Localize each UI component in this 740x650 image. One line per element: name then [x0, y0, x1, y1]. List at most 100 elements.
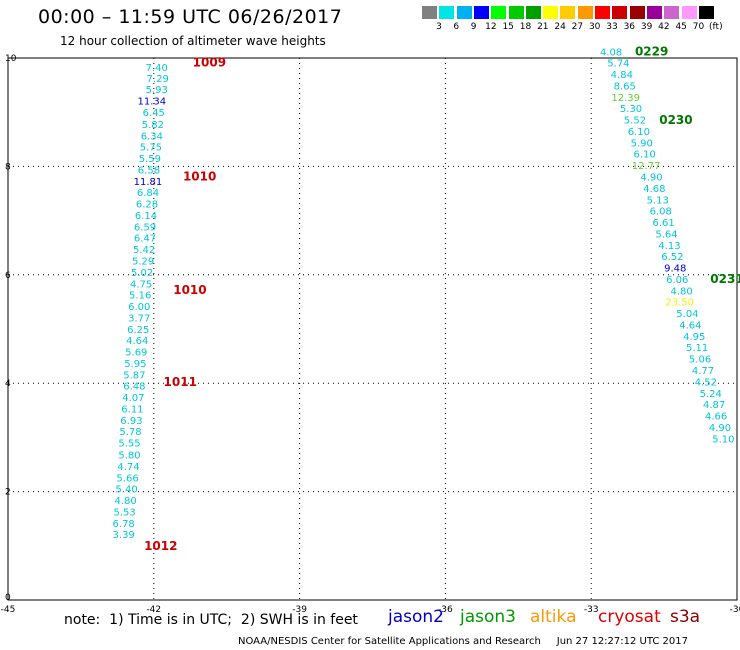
- wave-height-value: 4.07: [122, 393, 144, 404]
- wave-height-value: 4.64: [679, 320, 701, 331]
- wave-height-value: 6.93: [120, 416, 142, 427]
- wave-height-value: 5.16: [129, 291, 151, 302]
- observations-layer: 7.407.295.9311.346.455.826.345.755.596.5…: [113, 47, 735, 541]
- color-scale-label: 21: [537, 22, 549, 32]
- wave-height-value: 7.29: [147, 74, 169, 85]
- wave-height-value: 12.77: [632, 161, 661, 172]
- wave-height-value: 5.80: [118, 451, 140, 462]
- wave-height-value: 6.00: [128, 302, 150, 313]
- color-scale-swatch: [646, 6, 662, 19]
- wave-height-value: 23.50: [665, 298, 694, 309]
- footer-credit: NOAA/NESDIS Center for Satellite Applica…: [238, 636, 688, 647]
- color-scale-swatch: [577, 6, 593, 19]
- color-scale-swatch: [508, 6, 524, 19]
- satellite-legend-item: jason3: [460, 607, 516, 627]
- wave-height-value: 4.13: [658, 241, 680, 252]
- wave-height-value: 5.11: [686, 343, 708, 354]
- wave-height-value: 4.77: [692, 366, 714, 377]
- wave-height-value: 5.52: [624, 116, 646, 127]
- wave-height-value: 6.84: [137, 188, 159, 199]
- wave-height-value: 5.59: [139, 154, 161, 165]
- color-scale-label: 70: [692, 22, 705, 32]
- wave-height-value: 5.74: [607, 59, 629, 70]
- wave-height-value: 6.25: [127, 325, 149, 336]
- color-scale-label: 3: [436, 22, 442, 32]
- color-scale-swatch: [664, 6, 680, 19]
- map-subtitle: 12 hour collection of altimeter wave hei…: [60, 34, 326, 48]
- wave-height-value: 6.11: [121, 404, 143, 415]
- longitude-tick-label: -39: [292, 605, 307, 615]
- wave-height-value: 5.95: [124, 359, 146, 370]
- color-scale-label: 45: [675, 22, 687, 32]
- footer-note: note: 1) Time is in UTC; 2) SWH is in fe…: [64, 612, 358, 628]
- wave-height-value: 4.68: [643, 184, 665, 195]
- wave-height-value: 6.45: [143, 108, 165, 119]
- color-scale-label: 24: [554, 22, 566, 32]
- wave-height-value: 5.24: [700, 389, 722, 400]
- wave-height-value: 12.39: [611, 93, 640, 104]
- color-scale-swatch: [612, 6, 628, 19]
- color-scale-swatch: [698, 6, 714, 19]
- color-scale-label: 9: [470, 22, 477, 32]
- pass-time-label: 1009: [193, 56, 226, 70]
- wave-height-value: 5.10: [712, 434, 734, 445]
- wave-height-value: 5.53: [114, 507, 136, 518]
- wave-height-value: 5.04: [676, 309, 698, 320]
- wave-height-value: 6.08: [650, 207, 672, 218]
- latitude-tick-label: 2: [5, 488, 11, 498]
- wave-height-value: 5.40: [115, 485, 137, 496]
- wave-height-value: 6.48: [123, 382, 145, 393]
- wave-height-value: 5.87: [123, 370, 145, 381]
- wave-height-value: 5.82: [142, 120, 164, 131]
- wave-height-value: 5.69: [125, 348, 147, 359]
- latitude-tick-label: 10: [5, 54, 17, 64]
- color-scale-swatch: [543, 6, 559, 19]
- color-scale-label: 15: [502, 22, 514, 32]
- wave-height-value: 4.90: [709, 423, 731, 434]
- color-scale-swatch: [681, 6, 697, 19]
- latitude-tick-label: 6: [5, 271, 11, 281]
- color-scale-swatch: [439, 6, 455, 19]
- wave-height-value: 5.13: [647, 195, 669, 206]
- wave-height-value: 4.87: [703, 400, 725, 411]
- latitude-tick-label: 8: [5, 162, 11, 172]
- wave-height-value: 9.48: [664, 264, 686, 275]
- wave-height-value: 11.34: [138, 97, 167, 108]
- pass-time-label: 1010: [183, 169, 216, 183]
- wave-height-value: 4.95: [683, 332, 705, 343]
- pass-time-label: 0229: [635, 44, 668, 58]
- color-scale-swatch: [491, 6, 507, 19]
- pass-time-label: 0230: [659, 113, 692, 127]
- pass-time-label: 1010: [173, 283, 206, 297]
- wave-height-value: 4.08: [600, 47, 622, 58]
- wave-height-value: 6.28: [136, 200, 158, 211]
- color-scale-swatch: [456, 6, 472, 19]
- wave-height-value: 5.66: [116, 473, 138, 484]
- wave-height-value: 6.14: [135, 211, 157, 222]
- color-scale-label: 39: [640, 22, 653, 32]
- wave-height-value: 5.30: [620, 104, 642, 115]
- wave-height-value: 6.52: [661, 252, 683, 263]
- wave-height-value: 5.75: [140, 143, 162, 154]
- pass-time-label: 1011: [164, 375, 197, 389]
- longitude-tick-label: -30: [730, 605, 740, 615]
- satellite-legend-item: cryosat: [598, 607, 661, 627]
- color-scale-swatch: [560, 6, 576, 19]
- satellite-legend-item: jason2: [388, 607, 444, 627]
- pass-time-label: 1012: [144, 539, 177, 553]
- wave-height-value: 7.40: [146, 63, 168, 74]
- satellite-legend-item: s3a: [670, 607, 701, 627]
- color-scale-label: 33: [606, 22, 618, 32]
- color-scale-swatch: [473, 6, 489, 19]
- map-title: 00:00 – 11:59 UTC 06/26/2017: [38, 6, 343, 28]
- wave-height-value: 5.64: [655, 229, 677, 240]
- wave-height-value: 5.29: [132, 257, 154, 268]
- color-scale-label: 18: [519, 22, 532, 32]
- latitude-tick-label: 4: [5, 379, 11, 389]
- wave-height-value: 5.90: [631, 138, 653, 149]
- wave-height-value: 5.78: [119, 427, 141, 438]
- wave-height-value: 6.59: [134, 222, 156, 233]
- wave-height-value: 4.80: [670, 286, 692, 297]
- wave-height-value: 6.47: [134, 234, 156, 245]
- wave-height-value: 6.78: [113, 519, 135, 530]
